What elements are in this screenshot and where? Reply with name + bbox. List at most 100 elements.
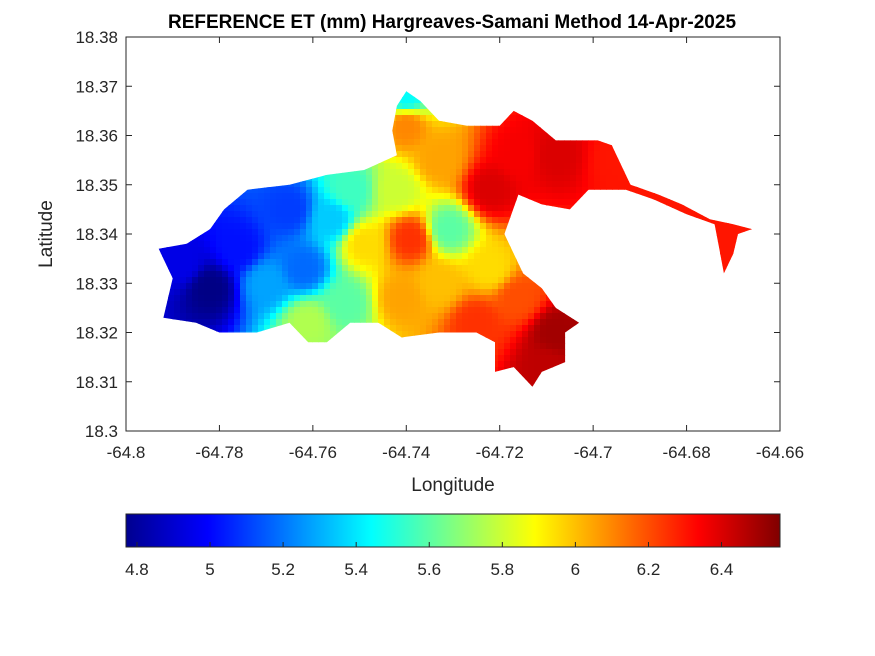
et-cell	[492, 187, 499, 194]
et-cell	[498, 307, 505, 314]
et-cell	[510, 163, 517, 170]
et-cell	[300, 289, 307, 296]
et-cell	[432, 193, 439, 200]
et-cell	[534, 301, 541, 308]
et-cell	[336, 319, 343, 326]
et-cell	[420, 235, 427, 242]
et-cell	[498, 235, 505, 242]
et-cell	[198, 247, 205, 254]
et-cell	[384, 241, 391, 248]
et-cell	[264, 217, 271, 224]
et-cell	[408, 133, 415, 140]
et-cell	[414, 193, 421, 200]
et-cell	[480, 283, 487, 290]
et-cell	[396, 313, 403, 320]
et-cell	[330, 217, 337, 224]
et-cell	[408, 139, 415, 146]
et-cell	[252, 277, 259, 284]
et-cell	[222, 277, 229, 284]
et-cell	[414, 121, 421, 128]
et-cell	[240, 235, 247, 242]
et-cell	[504, 325, 511, 332]
et-cell	[402, 193, 409, 200]
et-cell	[378, 217, 385, 224]
et-cell	[336, 187, 343, 194]
et-cell	[564, 199, 571, 206]
et-cell	[384, 223, 391, 230]
et-cell	[480, 247, 487, 254]
et-cell	[354, 265, 361, 272]
et-cell	[456, 265, 463, 272]
et-cell	[366, 271, 373, 278]
et-cell	[486, 331, 493, 338]
et-cell	[408, 109, 415, 116]
et-cell	[408, 193, 415, 200]
et-cell	[420, 205, 427, 212]
et-cell	[426, 205, 433, 212]
et-cell	[456, 205, 463, 212]
et-cell	[414, 139, 421, 146]
et-cell	[276, 247, 283, 254]
et-cell	[468, 217, 475, 224]
et-cell	[420, 199, 427, 206]
et-cell	[210, 325, 217, 332]
et-cell	[390, 319, 397, 326]
et-cell	[528, 157, 535, 164]
et-cell	[228, 229, 235, 236]
et-cell	[474, 265, 481, 272]
et-cell	[516, 157, 523, 164]
et-cell	[546, 151, 553, 158]
et-cell	[276, 283, 283, 290]
et-cell	[510, 337, 517, 344]
et-cell	[444, 319, 451, 326]
et-cell	[444, 211, 451, 218]
et-cell	[354, 307, 361, 314]
et-cell	[198, 271, 205, 278]
et-cell	[522, 169, 529, 176]
et-cell	[222, 253, 229, 260]
et-cell	[342, 247, 349, 254]
et-cell	[192, 265, 199, 272]
et-cell	[360, 235, 367, 242]
et-cell	[468, 283, 475, 290]
et-cell	[432, 247, 439, 254]
et-cell	[270, 259, 277, 266]
et-cell	[354, 169, 361, 176]
et-cell	[498, 361, 505, 368]
et-cell	[228, 277, 235, 284]
et-cell	[438, 253, 445, 260]
et-cell	[480, 169, 487, 176]
et-cell	[324, 259, 331, 266]
et-cell	[528, 349, 535, 356]
et-cell	[450, 169, 457, 176]
et-cell	[354, 241, 361, 248]
et-cell	[276, 193, 283, 200]
et-cell	[282, 199, 289, 206]
et-cell	[462, 163, 469, 170]
et-cell	[426, 235, 433, 242]
et-cell	[414, 241, 421, 248]
et-cell	[438, 211, 445, 218]
et-cell	[288, 253, 295, 260]
et-cell	[504, 361, 511, 368]
et-cell	[420, 223, 427, 230]
et-cell	[390, 211, 397, 218]
et-cell	[288, 235, 295, 242]
et-cell	[522, 133, 529, 140]
et-cell	[312, 331, 319, 338]
et-cell	[444, 217, 451, 224]
et-cell	[522, 343, 529, 350]
et-cell	[324, 175, 331, 182]
et-cell	[276, 199, 283, 206]
et-cell	[396, 211, 403, 218]
et-cell	[366, 229, 373, 236]
et-cell	[552, 355, 559, 362]
et-cell	[174, 271, 181, 278]
et-cell	[354, 211, 361, 218]
et-cell	[204, 265, 211, 272]
et-cell	[468, 205, 475, 212]
et-cell	[174, 307, 181, 314]
et-cell	[300, 253, 307, 260]
et-cell	[408, 247, 415, 254]
et-cell	[198, 319, 205, 326]
